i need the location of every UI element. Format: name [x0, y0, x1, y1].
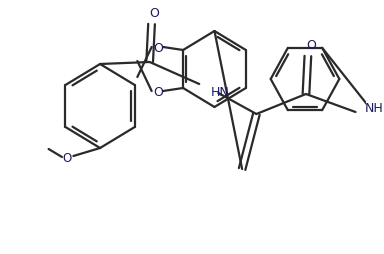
Text: O: O [153, 41, 163, 54]
Text: O: O [306, 38, 316, 51]
Text: NH: NH [365, 102, 384, 115]
Text: O: O [149, 6, 159, 19]
Text: HN: HN [211, 86, 229, 99]
Text: O: O [153, 85, 163, 98]
Text: O: O [62, 151, 71, 164]
